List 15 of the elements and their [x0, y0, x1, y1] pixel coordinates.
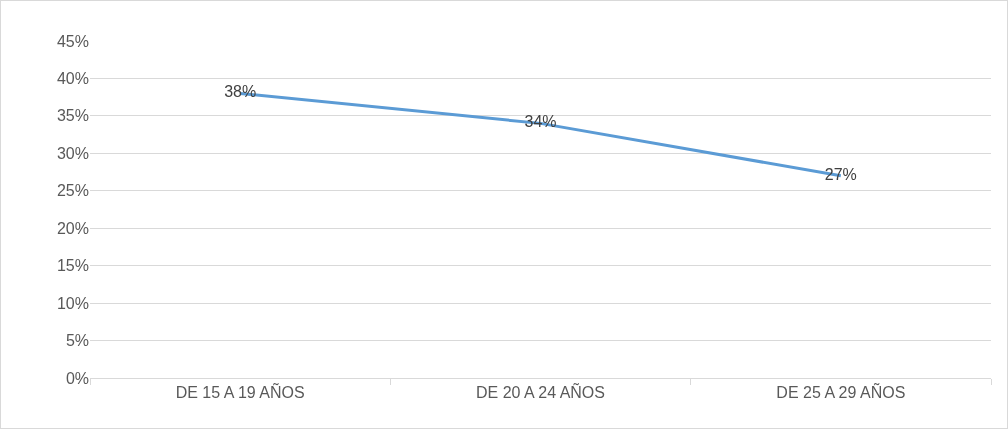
y-tick-label: 5% [65, 332, 89, 350]
x-tick-label: DE 15 A 19 AÑOS [175, 382, 305, 402]
data-label: 27% [824, 165, 857, 183]
data-label: 38% [224, 83, 257, 101]
y-tick-label: 15% [56, 257, 89, 275]
y-tick-label: 20% [56, 219, 89, 237]
y-tick-label: 35% [56, 107, 89, 125]
y-tick-label: 30% [56, 144, 89, 162]
y-tick-label: 40% [56, 70, 89, 88]
y-tick-label: 45% [56, 32, 89, 50]
x-tick-label: DE 20 A 24 AÑOS [476, 382, 605, 402]
y-tick-label: 10% [56, 294, 89, 312]
y-tick-label: 0% [65, 369, 89, 387]
y-tick-label: 25% [56, 182, 89, 200]
x-tick-label: DE 25 A 29 AÑOS [776, 382, 906, 402]
